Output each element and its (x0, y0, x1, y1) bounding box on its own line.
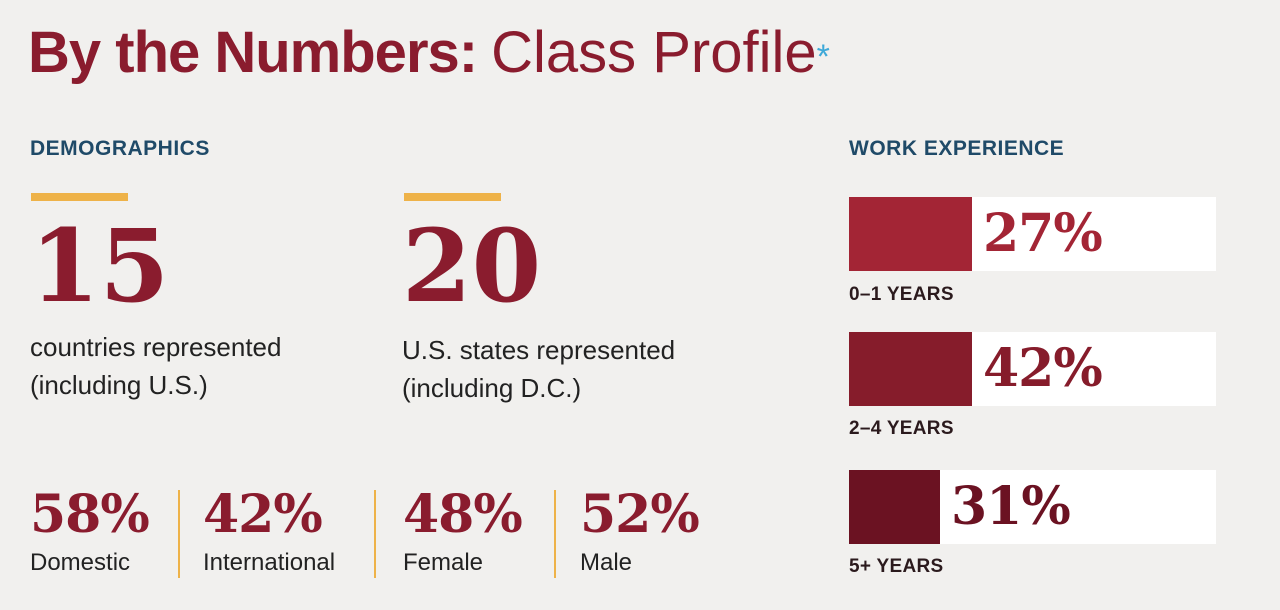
bar-row-2-4-years: 42% (849, 332, 1216, 406)
countries-line1: countries represented (30, 332, 282, 362)
countries-count: 15 (30, 207, 170, 325)
page-title: By the Numbers: Class Profile* (28, 18, 830, 88)
stat-male-label: Male (580, 549, 633, 576)
stat-male-value: 52% (580, 484, 700, 545)
countries-description: countries represented (including U.S.) (30, 328, 281, 404)
bar-label-2-4-years: 2–4 YEARS (849, 418, 954, 439)
stat-divider (374, 490, 376, 578)
stat-domestic-value: 58% (30, 484, 150, 545)
stat-divider (554, 490, 556, 578)
states-description: U.S. states represented (including D.C.) (402, 331, 675, 407)
stat-male: 52% Male (580, 484, 700, 578)
accent-bar-states (404, 193, 501, 201)
title-bold: By the Numbers: (28, 20, 478, 85)
title-asterisk: * (816, 38, 830, 76)
stat-international: 42% International (203, 484, 335, 578)
stat-female-label: Female (403, 549, 484, 576)
states-line2: (including D.C.) (402, 373, 582, 403)
bar-value-2-4-years: 42% (983, 338, 1103, 399)
bar-label-5-plus-years: 5+ YEARS (849, 556, 944, 577)
stat-divider (178, 490, 180, 578)
demographics-heading: DEMOGRAPHICS (30, 137, 210, 160)
bar-fill-5-plus-years (849, 470, 940, 544)
bar-value-0-1-years: 27% (983, 203, 1103, 264)
bar-fill-0-1-years (849, 197, 972, 271)
stat-female-value: 48% (403, 484, 523, 545)
stat-international-value: 42% (203, 484, 323, 545)
title-light: Class Profile (491, 20, 817, 85)
bar-row-5-plus-years: 31% (849, 470, 1216, 544)
stat-female: 48% Female (403, 484, 523, 578)
bar-value-5-plus-years: 31% (951, 476, 1071, 537)
work-experience-heading: WORK EXPERIENCE (849, 137, 1065, 160)
states-line1: U.S. states represented (402, 335, 676, 365)
accent-bar-countries (31, 193, 128, 201)
stat-international-label: International (203, 549, 336, 576)
bar-row-0-1-years: 27% (849, 197, 1216, 271)
bar-label-0-1-years: 0–1 YEARS (849, 284, 954, 305)
stat-domestic-label: Domestic (30, 549, 131, 576)
countries-line2: (including U.S.) (30, 370, 208, 400)
bar-fill-2-4-years (849, 332, 972, 406)
states-count: 20 (402, 207, 542, 325)
stat-domestic: 58% Domestic (30, 484, 150, 578)
